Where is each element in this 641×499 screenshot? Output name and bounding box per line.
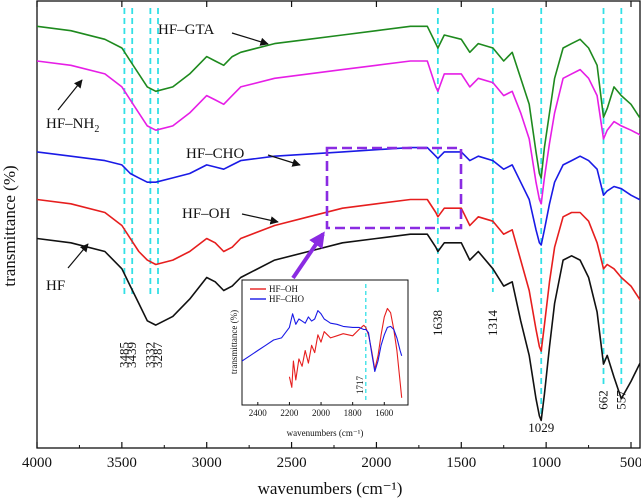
- series-line-hf-cho: [37, 146, 640, 246]
- arrow-hf: [67, 243, 89, 269]
- inset-x-axis-title: wavenumbers (cm⁻¹): [287, 428, 364, 438]
- series-label-hf: HF: [46, 278, 65, 294]
- series-label-hf-cho: HF–CHO: [186, 146, 245, 162]
- series-line-hf-gta: [37, 25, 640, 179]
- peak-label-3485: 3485: [116, 342, 131, 368]
- highlight-box: [325, 146, 463, 230]
- arrow-hf-oh: [241, 213, 279, 225]
- x-tick-label-2500: 2500: [277, 455, 307, 471]
- inset-x-tick-label-2200: 2200: [280, 408, 299, 418]
- series-label-hf-nh2: HF–NH2: [46, 116, 99, 135]
- inset-legend: HF–OH HF–CHO: [250, 284, 305, 304]
- peak-label-662: 662: [596, 390, 611, 410]
- label-hf-nh2: HF–NH2: [46, 79, 99, 135]
- x-tick-label-500: 500: [620, 455, 641, 471]
- peak-label-1638: 1638: [430, 310, 445, 336]
- label-hf: HF: [46, 243, 89, 294]
- inset-chart: 1717 2400 2200 2000 1800 1600 HF–OH HF–CHO w…: [229, 279, 409, 438]
- series-label-hf-gta: HF–GTA: [158, 22, 214, 38]
- zoom-arrow: [291, 231, 325, 280]
- peak-label-1029: 1029: [528, 420, 554, 435]
- inset-x-tick-label-2400: 2400: [249, 408, 268, 418]
- peak-label-557: 557: [613, 390, 628, 410]
- inset-x-tick-label-1600: 1600: [375, 408, 394, 418]
- inset-peak-label: 1717: [355, 376, 365, 395]
- subscript-2: 2: [94, 124, 99, 135]
- series-line-hf-oh: [37, 198, 640, 352]
- peak-label-1314: 1314: [485, 310, 500, 337]
- label-hf-cho: HF–CHO: [186, 146, 301, 167]
- inset-y-axis-title: transmittance (%): [229, 310, 239, 374]
- inset-series-line-hf-cho: [242, 310, 403, 373]
- inset-x-tick-label-2000: 2000: [312, 408, 331, 418]
- x-axis-title: wavenumbers (cm⁻¹): [258, 479, 403, 498]
- inset-series-line-hf-oh: [288, 307, 403, 398]
- arrow-hf-gta: [231, 32, 269, 46]
- arrow-hf-nh2: [57, 79, 83, 111]
- inset-series-layer: [242, 307, 403, 398]
- series-layer: [37, 25, 640, 422]
- inset-legend-hf-cho: HF–CHO: [269, 294, 305, 304]
- peak-label-3439: 3439: [124, 342, 139, 368]
- peak-label-3332: 3332: [142, 342, 157, 368]
- y-axis-title: transmittance (%): [0, 165, 19, 286]
- x-axis: 4000 3500 3000 2500 2000 1500 1000 500: [22, 1, 641, 471]
- inset-x-tick-label-1800: 1800: [344, 408, 363, 418]
- inset-legend-hf-oh: HF–OH: [269, 284, 299, 294]
- series-line-hf-nh2: [37, 60, 640, 205]
- x-tick-label-1000: 1000: [531, 455, 561, 471]
- series-label-hf-oh: HF–OH: [182, 206, 231, 222]
- x-tick-label-4000: 4000: [22, 455, 52, 471]
- series-line-hf: [37, 233, 640, 422]
- x-tick-label-3000: 3000: [192, 455, 222, 471]
- x-tick-label-2000: 2000: [361, 455, 391, 471]
- inset-peak-line: 1717: [355, 284, 367, 403]
- inset-frame: [241, 279, 409, 406]
- peak-label-3287: 3287: [150, 342, 165, 369]
- label-hf-gta: HF–GTA: [158, 22, 269, 46]
- inset-x-axis: 2400 2200 2000 1800 1600: [249, 402, 394, 418]
- x-tick-label-3500: 3500: [107, 455, 137, 471]
- arrow-hf-cho: [267, 154, 301, 167]
- x-tick-label-1500: 1500: [446, 455, 476, 471]
- label-hf-oh: HF–OH: [182, 206, 279, 225]
